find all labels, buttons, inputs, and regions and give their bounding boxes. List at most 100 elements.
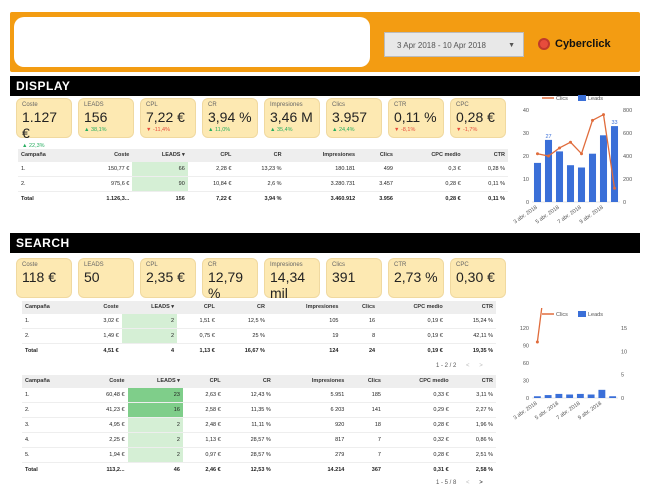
column-header[interactable]: CTR bbox=[463, 149, 508, 162]
column-header[interactable]: Campaña bbox=[22, 301, 81, 314]
bar-leads[interactable] bbox=[533, 162, 542, 202]
bar-leads[interactable] bbox=[587, 394, 595, 399]
column-header[interactable]: CPL bbox=[187, 149, 235, 162]
column-header[interactable]: CPL bbox=[182, 375, 224, 388]
point-clics[interactable] bbox=[558, 146, 561, 150]
table-cell: 3.280.731 bbox=[284, 176, 359, 192]
kpi-value: 7,22 € bbox=[146, 109, 185, 125]
point-clics[interactable] bbox=[535, 340, 539, 344]
left-axis-tick: 20 bbox=[523, 154, 529, 160]
table-cell: 4 bbox=[170, 347, 175, 354]
table-total-row: Total 4,51 € 4 1,13 € 16,67 % 124 24 0,19 € 19,3… bbox=[22, 343, 496, 358]
kpi-delta: ▲ 35,4% bbox=[270, 127, 293, 133]
table-cell: 367 bbox=[371, 466, 381, 473]
bar-data-label: 33 bbox=[611, 120, 617, 126]
column-header[interactable]: Clics bbox=[347, 375, 384, 388]
column-header[interactable]: Campaña bbox=[22, 375, 81, 388]
table-cell: 975,6 € bbox=[76, 176, 133, 192]
column-header[interactable]: Impresiones bbox=[267, 301, 342, 314]
date-range-picker[interactable]: 3 Apr 2018 - 10 Apr 2018 ▼ bbox=[384, 32, 524, 57]
table-cell: 15,24 % bbox=[445, 313, 496, 329]
column-header[interactable]: LEADS ▾ bbox=[121, 301, 178, 314]
table-cell: 2. bbox=[22, 402, 81, 418]
kpi-card-leads: LEADS 156 ▲ 38,1% bbox=[78, 98, 134, 138]
table-cell: 11,35 % bbox=[223, 402, 274, 418]
table-row[interactable]: 5. 1,94 €2 0,97 €28,57 % 279 7 0,28 €2,51 % bbox=[22, 447, 496, 463]
bar-leads[interactable] bbox=[566, 165, 575, 202]
table-total-row: Total 1.126,3... 156 7,22 € 3,94 % 3.460.912 3… bbox=[18, 191, 508, 206]
column-header[interactable]: Coste bbox=[76, 149, 133, 162]
bar-leads[interactable] bbox=[555, 393, 563, 398]
kpi-label: CTR bbox=[394, 262, 407, 268]
left-axis-tick: 30 bbox=[523, 379, 529, 385]
prev-page-icon[interactable]: < bbox=[466, 363, 470, 369]
table-row[interactable]: 2. 975,6 €90 10,84 €2,6 % 3.280.731 3.457 0,2… bbox=[18, 176, 508, 192]
bar-leads[interactable] bbox=[533, 396, 541, 398]
right-axis-tick: 200 bbox=[623, 177, 632, 183]
column-header[interactable]: Clics bbox=[358, 149, 396, 162]
left-axis-tick: 0 bbox=[526, 200, 529, 206]
table-row[interactable]: 1. 150,77 €66 2,28 €13,23 % 180.181 499 0,3 €… bbox=[18, 161, 508, 177]
table-cell: 1. bbox=[22, 387, 81, 403]
point-clics[interactable] bbox=[536, 152, 539, 156]
column-header[interactable]: Campaña bbox=[18, 149, 77, 162]
point-clics[interactable] bbox=[602, 113, 605, 117]
table-cell: 124 bbox=[329, 347, 339, 354]
point-clics[interactable] bbox=[613, 186, 616, 190]
column-header[interactable]: CPC medio bbox=[383, 375, 452, 388]
table-cell: 12,53 % bbox=[250, 466, 271, 473]
column-header[interactable]: CPC medio bbox=[378, 301, 446, 314]
bar-leads[interactable] bbox=[577, 167, 586, 203]
table-cell: 0,3 € bbox=[395, 161, 464, 177]
column-header[interactable]: CPL bbox=[177, 301, 218, 314]
point-clics[interactable] bbox=[547, 154, 550, 158]
bar-leads[interactable] bbox=[610, 126, 619, 202]
next-page-icon[interactable]: > bbox=[479, 480, 483, 486]
bar-leads[interactable] bbox=[555, 151, 564, 202]
table-cell: 7 bbox=[347, 432, 384, 448]
bar-leads[interactable] bbox=[599, 135, 608, 202]
next-page-icon[interactable]: > bbox=[479, 363, 483, 369]
bar-leads[interactable] bbox=[576, 393, 584, 398]
bar-leads[interactable] bbox=[544, 395, 552, 398]
column-header[interactable]: Coste bbox=[80, 375, 128, 388]
table-cell: 2,25 € bbox=[80, 432, 128, 448]
column-header[interactable]: LEADS ▾ bbox=[127, 375, 183, 388]
prev-page-icon[interactable]: < bbox=[466, 480, 470, 486]
point-clics[interactable] bbox=[580, 152, 583, 156]
table-row[interactable]: 1. 60,48 €23 2,63 €12,43 % 5.951 185 0,33 €3,… bbox=[22, 387, 496, 403]
bar-leads[interactable] bbox=[588, 153, 597, 202]
table-row[interactable]: 3. 4,95 €2 2,48 €11,11 % 920 18 0,28 €1,96 % bbox=[22, 417, 496, 433]
bar-leads[interactable] bbox=[598, 389, 606, 398]
bar-leads[interactable] bbox=[566, 394, 574, 399]
kpi-card-cpc: CPC 0,30 € bbox=[450, 258, 506, 298]
table-cell: 3.457 bbox=[358, 176, 396, 192]
table-row[interactable]: 1. 3,02 €2 1,51 €12,5 % 105 16 0,19 €15,24 % bbox=[22, 313, 496, 329]
column-header[interactable]: Impresiones bbox=[284, 149, 359, 162]
kpi-card-coste: Coste 1.127 € ▲ 22,3% bbox=[16, 98, 72, 149]
table-cell: 25 % bbox=[217, 328, 268, 344]
column-header[interactable]: CR bbox=[234, 149, 285, 162]
column-header[interactable]: Clics bbox=[341, 301, 379, 314]
column-header[interactable]: CR bbox=[223, 375, 274, 388]
table-cell: 90 bbox=[132, 176, 188, 192]
table-row[interactable]: 2. 1,49 €2 0,75 €25 % 19 8 0,19 €42,11 % bbox=[22, 328, 496, 344]
table-cell: 817 bbox=[273, 432, 348, 448]
kpi-label: CPL bbox=[146, 262, 158, 268]
point-clics[interactable] bbox=[591, 118, 594, 122]
column-header[interactable]: CPC medio bbox=[395, 149, 464, 162]
table-row[interactable]: 4. 2,25 €2 1,13 €28,57 % 817 7 0,32 €0,86 % bbox=[22, 432, 496, 448]
column-header[interactable]: CR bbox=[217, 301, 268, 314]
bar-leads[interactable] bbox=[544, 139, 553, 202]
column-header[interactable]: Coste bbox=[80, 301, 122, 314]
bar-leads[interactable] bbox=[609, 396, 617, 398]
column-header[interactable]: CTR bbox=[445, 301, 496, 314]
column-header[interactable]: CTR bbox=[451, 375, 496, 388]
kpi-card-cr: CR 3,94 % ▲ 11,0% bbox=[202, 98, 258, 138]
column-header[interactable]: Impresiones bbox=[273, 375, 348, 388]
table-row[interactable]: 2. 41,23 €16 2,58 €11,35 % 6 203 141 0,29 €2,… bbox=[22, 402, 496, 418]
table-cell: 2,63 € bbox=[182, 387, 224, 403]
table-cell: 28,57 % bbox=[223, 432, 274, 448]
point-clics[interactable] bbox=[569, 140, 572, 144]
column-header[interactable]: LEADS ▾ bbox=[132, 149, 188, 162]
